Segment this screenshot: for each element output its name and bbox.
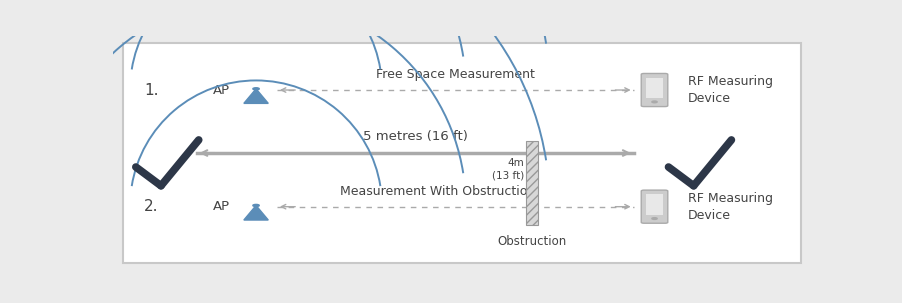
Text: AP: AP [213,200,230,213]
Polygon shape [244,89,268,103]
Text: RF Measuring
Device: RF Measuring Device [688,192,773,222]
Text: RF Measuring
Device: RF Measuring Device [688,75,773,105]
Bar [526,141,538,225]
Text: AP: AP [213,84,230,97]
Text: Free Space Measurement: Free Space Measurement [376,68,535,82]
FancyBboxPatch shape [641,190,667,223]
Text: Measurement With Obstruction: Measurement With Obstruction [340,185,536,198]
Text: 4m
(13 ft): 4m (13 ft) [492,158,524,181]
Circle shape [253,205,259,207]
Circle shape [253,88,259,90]
Text: Obstruction: Obstruction [498,235,566,248]
FancyBboxPatch shape [641,73,667,107]
Bar [647,194,663,215]
Text: 1.: 1. [144,82,159,98]
Text: 5 metres (16 ft): 5 metres (16 ft) [363,130,467,143]
Bar [647,78,663,98]
Circle shape [652,101,658,103]
Circle shape [652,218,658,219]
Text: 2.: 2. [144,199,159,214]
Polygon shape [244,205,268,220]
